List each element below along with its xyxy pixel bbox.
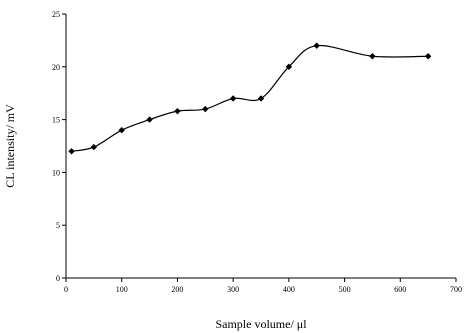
data-point <box>202 105 209 113</box>
x-tick-label: 600 <box>394 285 406 294</box>
data-point <box>229 95 237 102</box>
x-axis-title: Sample volume/ μl <box>215 317 307 331</box>
data-point <box>424 53 432 60</box>
x-tick-label: 0 <box>64 285 68 294</box>
y-tick-label: 0 <box>56 274 60 283</box>
y-tick-label: 15 <box>52 116 60 125</box>
data-point <box>313 42 320 49</box>
data-point <box>285 63 293 70</box>
x-axis-ticks: 0 100 200 300 400 500 600 700 <box>64 278 462 294</box>
x-tick-label: 700 <box>450 285 462 294</box>
data-markers <box>68 42 432 155</box>
x-tick-label: 300 <box>227 285 239 294</box>
series-line <box>71 44 429 152</box>
y-tick-label: 20 <box>52 63 60 72</box>
data-point <box>257 95 265 102</box>
data-point <box>118 126 125 134</box>
data-point <box>369 53 376 60</box>
y-tick-label: 25 <box>52 10 60 19</box>
y-tick-label: 5 <box>56 221 60 230</box>
data-point <box>174 107 181 115</box>
x-tick-label: 500 <box>339 285 351 294</box>
x-tick-label: 100 <box>116 285 128 294</box>
y-axis-ticks: 0 5 10 15 20 25 <box>52 10 66 283</box>
x-tick-label: 400 <box>283 285 295 294</box>
data-point <box>146 116 153 123</box>
y-axis-title: CL intensity/ mV <box>3 104 17 188</box>
data-point <box>90 143 98 151</box>
data-point <box>68 148 75 155</box>
chart-axes <box>65 14 456 279</box>
x-tick-label: 200 <box>171 285 183 294</box>
y-tick-label: 10 <box>52 168 60 177</box>
